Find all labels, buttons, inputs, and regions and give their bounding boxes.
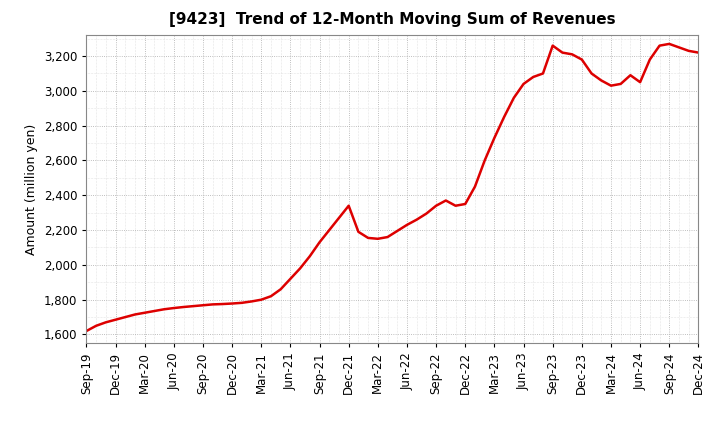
Y-axis label: Amount (million yen): Amount (million yen)	[25, 124, 38, 255]
Title: [9423]  Trend of 12-Month Moving Sum of Revenues: [9423] Trend of 12-Month Moving Sum of R…	[169, 12, 616, 27]
